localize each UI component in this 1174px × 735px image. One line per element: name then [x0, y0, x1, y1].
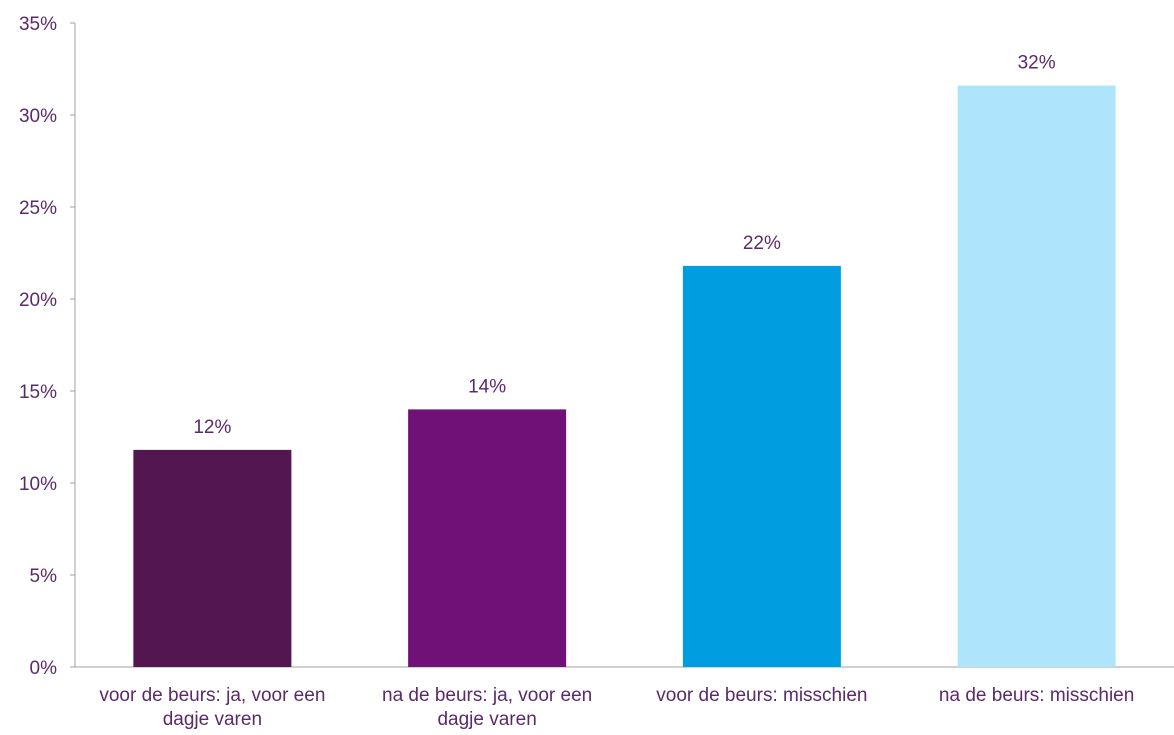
- bar-3: [682, 265, 841, 667]
- x-category-label: dagje varen: [163, 709, 262, 730]
- y-tick-label: 15%: [19, 382, 57, 403]
- x-category-label: na de beurs: misschien: [939, 685, 1134, 706]
- data-label-4: 32%: [1018, 53, 1056, 74]
- y-tick-label: 35%: [19, 14, 57, 35]
- y-tick-label: 25%: [19, 198, 57, 219]
- x-category-label: dagje varen: [437, 709, 536, 730]
- y-tick-label: 30%: [19, 106, 57, 127]
- y-tick-label: 10%: [19, 474, 57, 495]
- data-label-2: 14%: [468, 376, 506, 397]
- data-label-3: 22%: [743, 233, 781, 254]
- y-tick-label: 5%: [30, 566, 58, 587]
- bar-4: [957, 85, 1116, 667]
- y-tick-label: 20%: [19, 290, 57, 311]
- data-label-1: 12%: [193, 417, 231, 438]
- x-category-label: voor de beurs: ja, voor een: [99, 685, 325, 706]
- bar-1: [133, 449, 292, 667]
- bar-2: [408, 409, 567, 667]
- x-category-label: na de beurs: ja, voor een: [382, 685, 592, 706]
- x-category-label: voor de beurs: misschien: [656, 685, 867, 706]
- y-tick-label: 0%: [30, 658, 58, 679]
